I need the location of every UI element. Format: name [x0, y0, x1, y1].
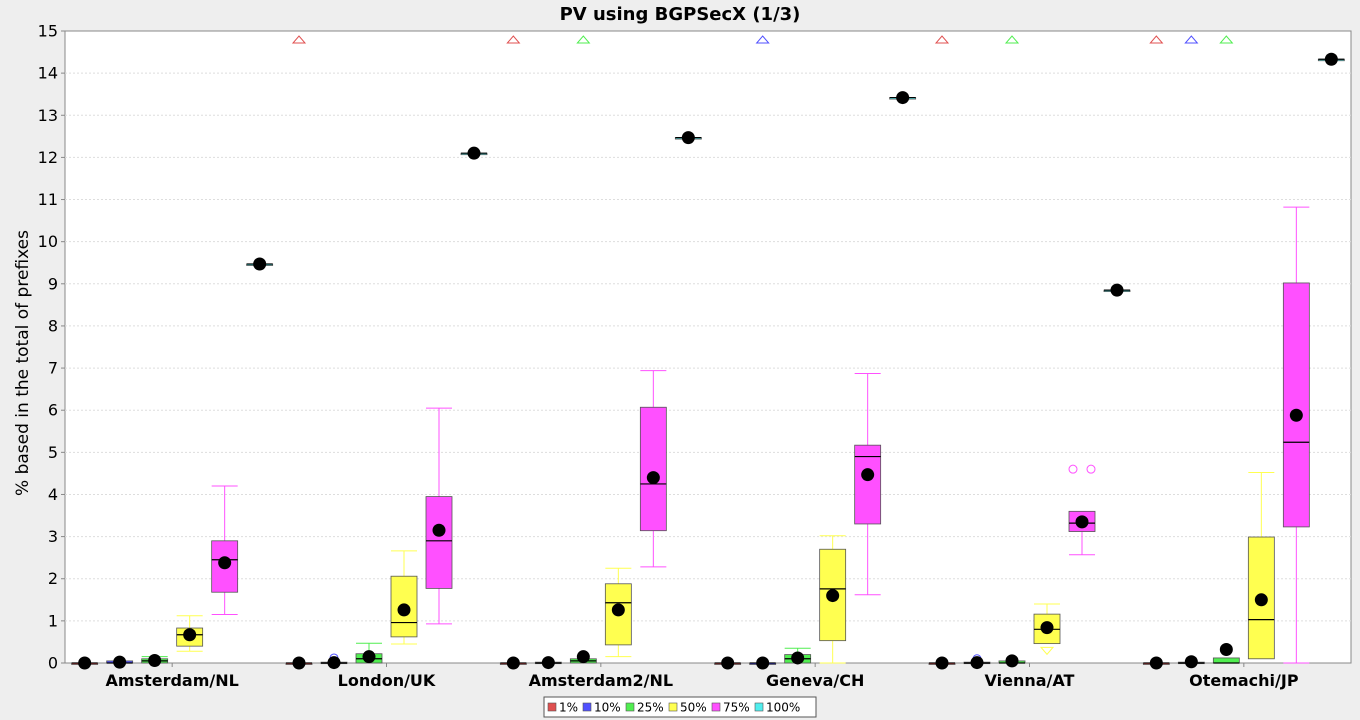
- y-tick-label: 0: [48, 654, 58, 673]
- mean-marker: [1219, 643, 1233, 657]
- y-tick-label: 6: [48, 401, 58, 420]
- far-out-indicator: [1184, 35, 1199, 44]
- mean-marker: [935, 656, 949, 670]
- legend-label: 1%: [559, 701, 578, 715]
- legend-label: 25%: [637, 701, 664, 715]
- box: [639, 406, 667, 532]
- legend-swatch: [754, 702, 764, 712]
- mean-marker: [397, 603, 411, 617]
- category-label: Otemachi/JP: [1189, 671, 1299, 690]
- y-tick-label: 7: [48, 359, 58, 378]
- far-out-indicator: [1004, 35, 1020, 44]
- y-tick-label: 3: [48, 527, 58, 546]
- mean-marker: [576, 650, 590, 664]
- y-tick-label: 15: [38, 22, 58, 41]
- mean-marker: [646, 471, 660, 485]
- far-out-indicator: [1149, 35, 1164, 44]
- box: [1282, 282, 1310, 528]
- y-tick-label: 5: [48, 443, 58, 462]
- category-label: Geneva/CH: [766, 671, 864, 690]
- mean-marker: [1075, 515, 1089, 529]
- chart-title: PV using BGPSecX (1/3): [560, 4, 801, 25]
- mean-marker: [362, 650, 376, 664]
- mean-marker: [253, 257, 267, 271]
- legend-swatch: [711, 702, 721, 712]
- legend-swatch: [582, 702, 592, 712]
- box: [1212, 657, 1240, 664]
- legend-label: 50%: [680, 701, 707, 715]
- mean-marker: [896, 91, 910, 105]
- y-tick-label: 10: [38, 232, 58, 251]
- y-tick-label: 4: [48, 485, 58, 504]
- box: [211, 540, 239, 593]
- mean-marker: [861, 468, 875, 482]
- box: [854, 444, 882, 525]
- mean-marker: [327, 656, 341, 670]
- far-out-indicator: [291, 35, 307, 44]
- legend: 1% 10% 25% 50% 75% 100%: [543, 696, 817, 718]
- legend-swatch: [668, 702, 678, 712]
- mean-marker: [1184, 655, 1198, 669]
- category-label: Amsterdam2/NL: [529, 671, 673, 690]
- mean-marker: [218, 556, 232, 570]
- y-tick-label: 12: [38, 148, 58, 167]
- category-label: London/UK: [338, 671, 436, 690]
- legend-label: 100%: [766, 701, 800, 715]
- mean-marker: [467, 146, 481, 160]
- mean-marker: [611, 603, 625, 617]
- mean-marker: [1005, 654, 1019, 668]
- y-tick-label: 2: [48, 569, 58, 588]
- far-out-indicator: [934, 35, 950, 44]
- mean-marker: [1149, 656, 1163, 670]
- far-out-indicator: [1219, 35, 1234, 44]
- x-axis: Amsterdam/NL London/UK Amsterdam2/NL Geneva…: [106, 663, 1299, 690]
- mean-marker: [148, 653, 162, 667]
- plot-area: [64, 30, 1352, 664]
- y-tick-label: 11: [38, 190, 58, 209]
- far-out-indicator: [576, 35, 591, 44]
- far-out-indicator: [1039, 646, 1055, 656]
- y-tick-label: 1: [48, 611, 58, 630]
- mean-marker: [826, 589, 840, 603]
- mean-marker: [183, 628, 197, 642]
- legend-label: 10%: [594, 701, 621, 715]
- category-label: Amsterdam/NL: [106, 671, 239, 690]
- outlier: [1086, 464, 1096, 474]
- y-tick-label: 9: [48, 274, 58, 293]
- y-axis-label: % based in the total of prefixes: [13, 230, 33, 496]
- y-tick-label: 8: [48, 316, 58, 335]
- mean-marker: [1040, 621, 1054, 635]
- legend-box: [543, 696, 817, 718]
- mean-marker: [292, 656, 306, 670]
- far-out-indicator: [506, 35, 521, 44]
- y-tick-label: 13: [38, 106, 58, 125]
- legend-swatch: [547, 702, 557, 712]
- box: [425, 496, 453, 589]
- mean-marker: [1289, 408, 1303, 422]
- mean-marker: [1254, 593, 1268, 607]
- mean-marker: [721, 656, 735, 670]
- mean-marker: [506, 656, 520, 670]
- category-label: Vienna/AT: [985, 671, 1075, 690]
- y-tick-label: 14: [38, 64, 58, 83]
- mean-marker: [541, 656, 555, 670]
- mean-marker: [791, 651, 805, 665]
- legend-swatch: [625, 702, 635, 712]
- mean-marker: [756, 656, 770, 670]
- mean-marker: [1110, 283, 1124, 297]
- mean-marker: [970, 656, 984, 670]
- far-out-indicator: [755, 35, 770, 44]
- legend-label: 75%: [723, 701, 750, 715]
- mean-marker: [78, 656, 92, 670]
- box-marks: [71, 35, 1345, 670]
- mean-marker: [113, 655, 127, 669]
- mean-marker: [432, 523, 446, 537]
- mean-marker: [681, 131, 695, 145]
- mean-marker: [1324, 52, 1338, 66]
- outlier: [1068, 464, 1078, 474]
